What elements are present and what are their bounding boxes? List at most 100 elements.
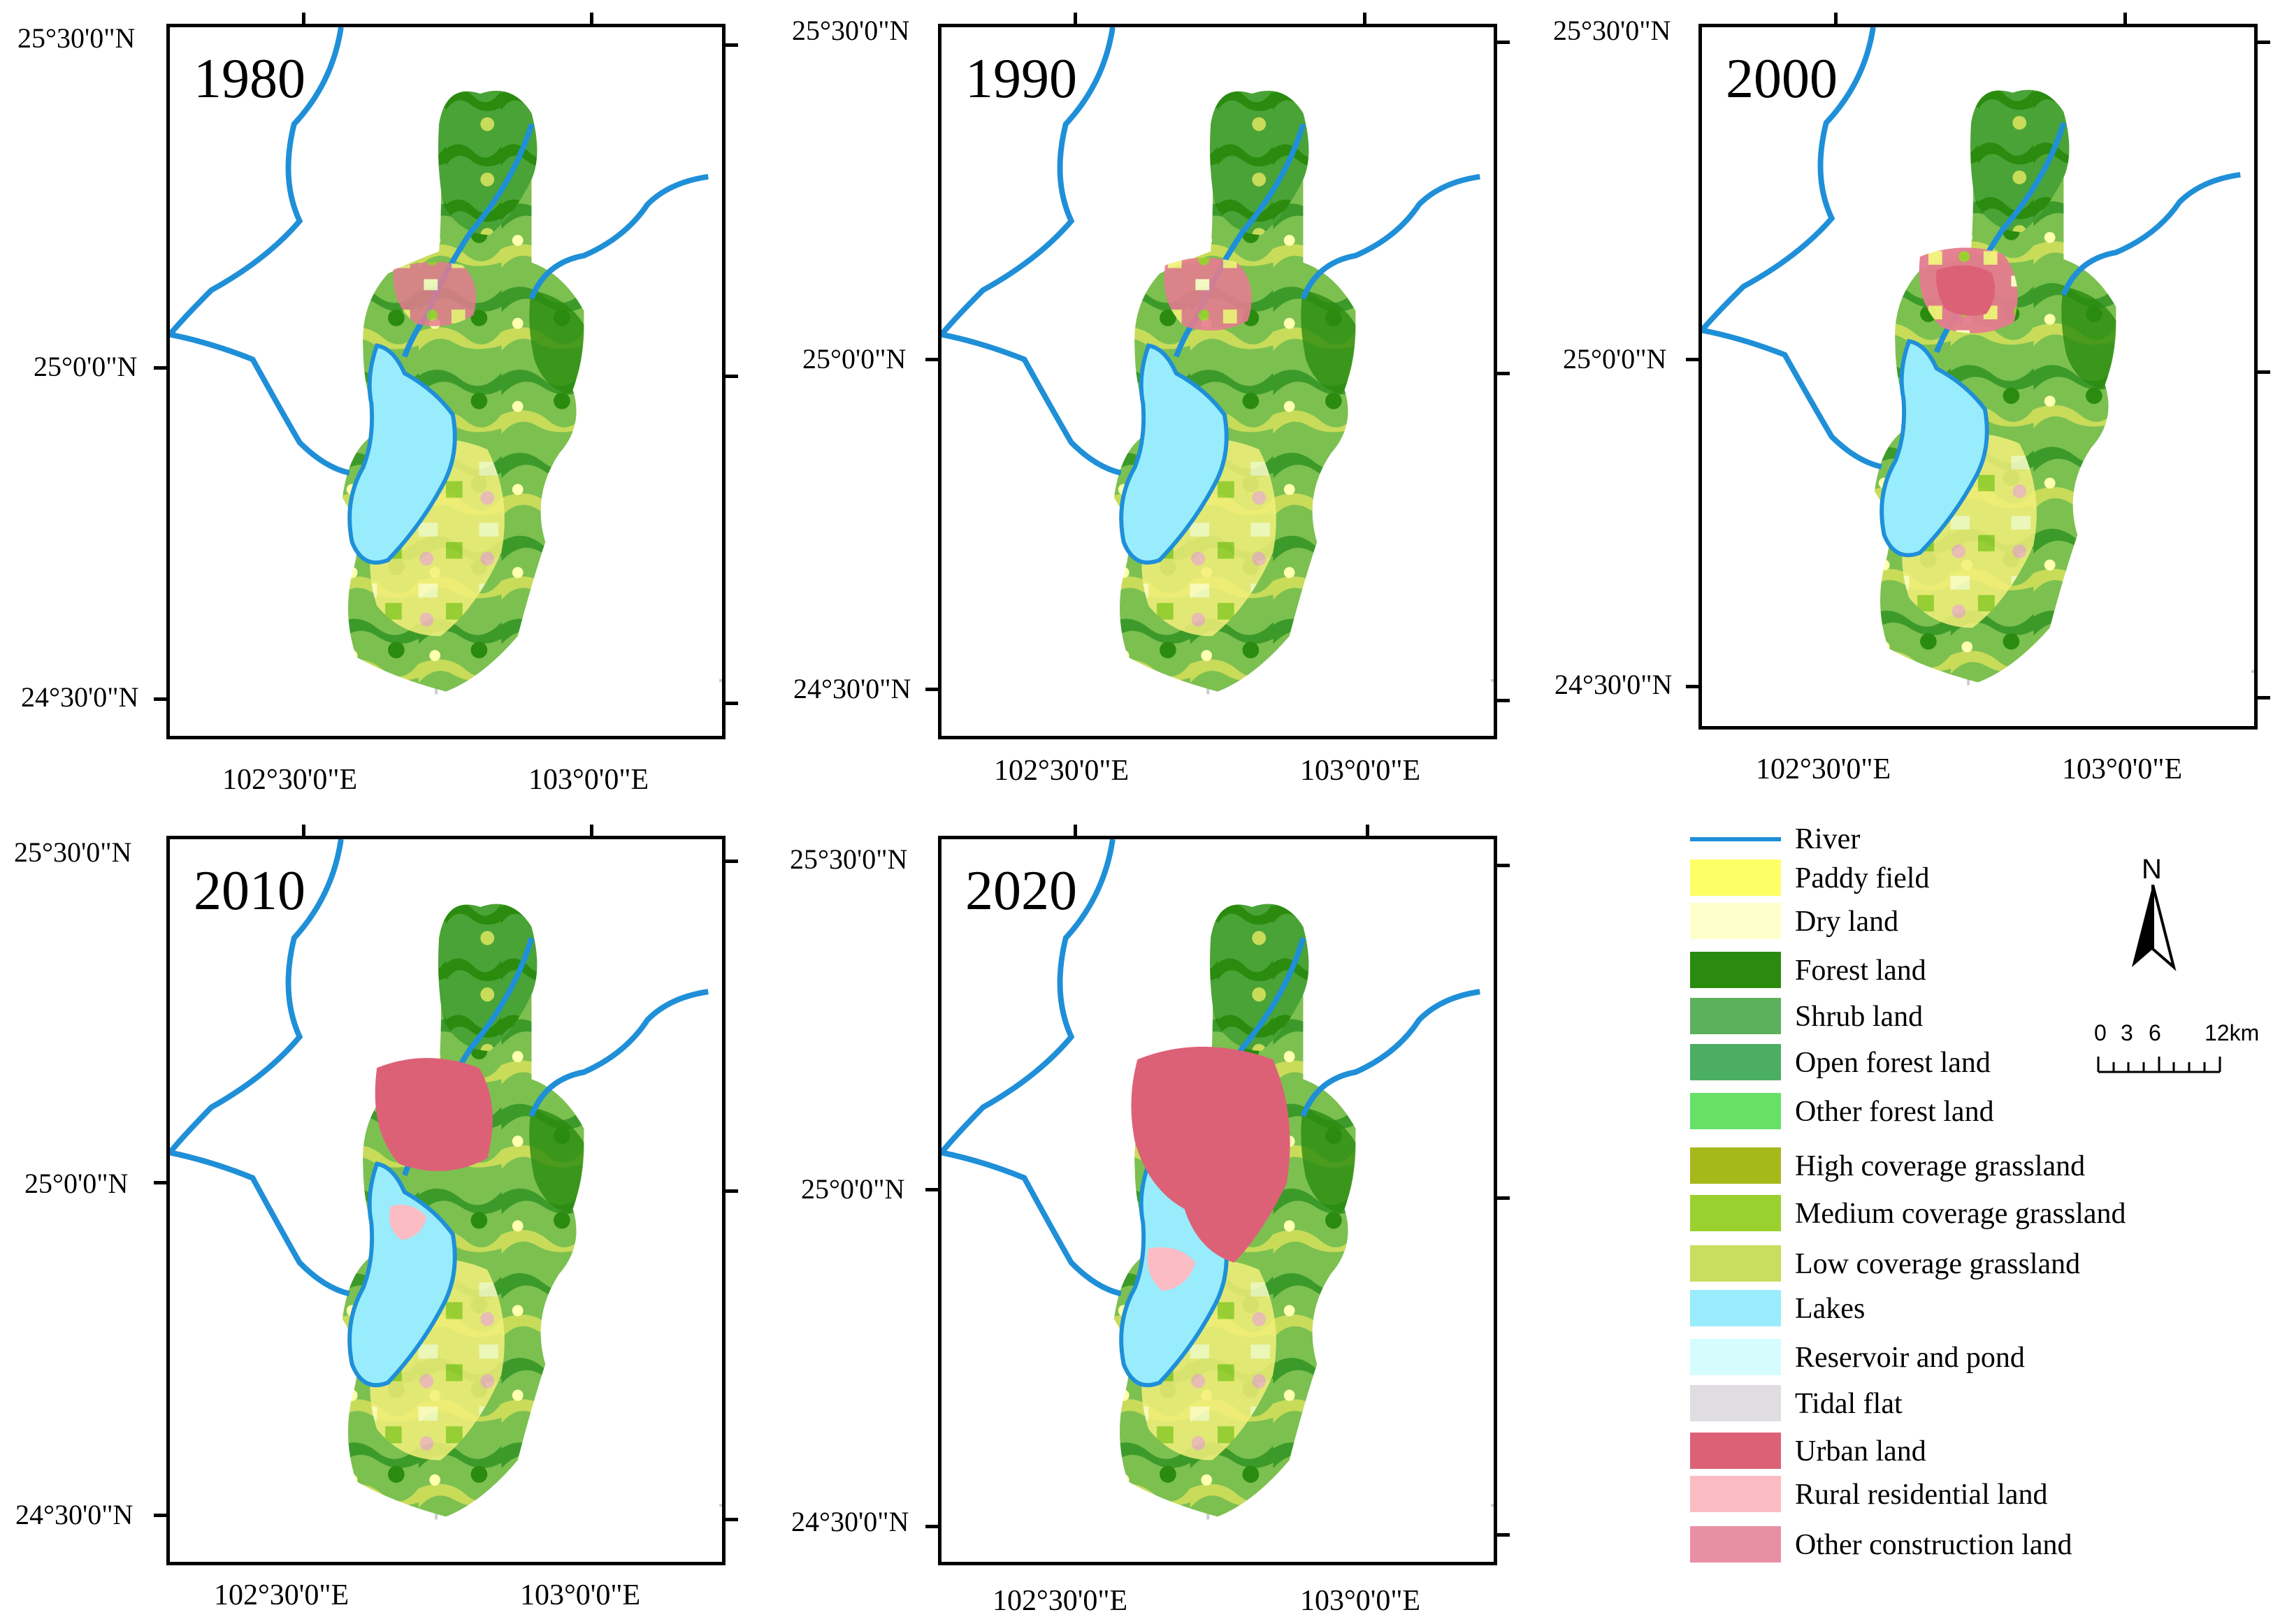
north-label: N (2142, 854, 2162, 885)
tick-mark (154, 697, 166, 701)
lat-label-top: 25°30'0"N (792, 15, 910, 46)
tick-mark (1497, 1533, 1510, 1537)
tick-mark (925, 688, 938, 691)
panel-year-label: 1980 (194, 48, 305, 110)
lat-label-mid: 25°0'0"N (801, 1173, 905, 1205)
color-swatch (1690, 1147, 1781, 1184)
lat-label-mid: 25°0'0"N (34, 351, 138, 382)
legend-label: Shrub land (1795, 1001, 1924, 1033)
legend-item-rural-residential-land: Rural residential land (1690, 1476, 2221, 1514)
lat-label-top: 25°30'0"N (790, 843, 908, 875)
legend-item-urban-land: Urban land (1690, 1433, 2221, 1470)
tick-mark (726, 1518, 738, 1521)
legend-label: Medium coverage grassland (1795, 1198, 2126, 1230)
color-swatch (1690, 1290, 1781, 1326)
tick-mark (925, 1188, 938, 1191)
map-panel-2010: 2010 (166, 836, 726, 1565)
tick-mark (1686, 358, 1698, 361)
legend-label: Dry land (1795, 906, 1899, 938)
tick-mark (1834, 13, 1838, 24)
legend-item-reservoir-and-pond: Reservoir and pond (1690, 1339, 2221, 1377)
legend-item-medium-coverage-grassland: Medium coverage grassland (1690, 1195, 2221, 1233)
land-use-map-2000 (1702, 27, 2254, 726)
legend-label: Open forest land (1795, 1047, 1991, 1079)
lat-label-mid: 25°0'0"N (1563, 343, 1667, 375)
legend-item-other-construction-land: Other construction land (1690, 1526, 2221, 1564)
legend-item-high-coverage-grassland: High coverage grassland (1690, 1147, 2221, 1185)
lat-label-bottom: 24°30'0"N (791, 1506, 909, 1537)
tick-mark (1497, 1196, 1510, 1200)
color-swatch (1690, 860, 1781, 896)
lat-label-bottom: 24°30'0"N (21, 681, 139, 713)
tick-mark (1497, 699, 1510, 702)
lat-label-mid: 25°0'0"N (24, 1168, 129, 1199)
legend-item-shrub-land: Shrub land (1690, 998, 2221, 1036)
color-swatch (1690, 952, 1781, 988)
legend-label: Rural residential land (1795, 1479, 2048, 1511)
legend-item-dry-land: Dry land (1690, 903, 2221, 941)
color-swatch (1690, 998, 1781, 1034)
legend-label: Low coverage grassland (1795, 1248, 2081, 1280)
tick-mark (726, 702, 738, 705)
legend-item-open-forest-land: Open forest land (1690, 1044, 2221, 1082)
tick-mark (1366, 825, 1369, 836)
legend-label: Forest land (1795, 955, 1926, 987)
tick-mark (2258, 41, 2270, 44)
land-use-map-2010 (170, 839, 722, 1562)
tick-mark (302, 13, 305, 24)
lon-label-right: 103°0'0"E (2062, 753, 2183, 785)
color-swatch (1690, 1093, 1781, 1129)
scale-label-0: 0 (2094, 1020, 2107, 1045)
color-swatch (1690, 1245, 1781, 1282)
legend-label: High coverage grassland (1795, 1150, 2086, 1182)
lon-label-left: 102°30'0"E (222, 764, 358, 796)
legend-label: Urban land (1795, 1435, 1926, 1467)
lon-label-left: 102°30'0"E (214, 1579, 349, 1611)
legend-label: Tidal flat (1795, 1388, 1903, 1420)
legend-item-low-coverage-grassland: Low coverage grassland (1690, 1245, 2221, 1283)
tick-mark (1497, 41, 1510, 44)
legend-item-river: River (1690, 820, 2221, 858)
tick-mark (302, 825, 305, 836)
river-line-swatch (1690, 837, 1781, 841)
color-swatch (1690, 1339, 1781, 1375)
color-swatch (1690, 1433, 1781, 1469)
lon-label-right: 103°0'0"E (1300, 755, 1421, 787)
tick-mark (2258, 696, 2270, 699)
lon-label-left: 102°30'0"E (1756, 753, 1891, 785)
color-swatch (1690, 1195, 1781, 1231)
legend-item-forest-land: Forest land (1690, 952, 2221, 989)
panel-year-label: 2010 (194, 860, 305, 922)
panel-year-label: 1990 (965, 48, 1077, 110)
legend-label: Lakes (1795, 1293, 1866, 1325)
lat-label-bottom: 24°30'0"N (15, 1499, 134, 1530)
legend-item-tidal-flat: Tidal flat (1690, 1385, 2221, 1423)
map-panel-1980: 1980 (166, 24, 726, 739)
tick-mark (154, 366, 166, 370)
lat-label-top: 25°30'0"N (17, 22, 136, 54)
panel-year-label: 2020 (965, 860, 1077, 922)
scale-label-6: 6 (2149, 1020, 2161, 1045)
color-swatch (1690, 903, 1781, 939)
legend-item-lakes: Lakes (1690, 1290, 2221, 1328)
tick-mark (726, 43, 738, 47)
tick-mark (1497, 372, 1510, 375)
lon-label-right: 103°0'0"E (1300, 1585, 1421, 1617)
color-swatch (1690, 1044, 1781, 1080)
tick-mark (2258, 370, 2270, 374)
tick-mark (726, 1189, 738, 1193)
tick-mark (1686, 685, 1698, 688)
tick-mark (2123, 13, 2127, 24)
scale-bar: 0 3 6 12km (2094, 1020, 2259, 1083)
scale-label-12km: 12km (2205, 1020, 2260, 1045)
tick-mark (1074, 825, 1077, 836)
legend-label: Other construction land (1795, 1529, 2072, 1561)
legend-label: River (1795, 823, 1861, 855)
legend-label: Other forest land (1795, 1096, 1994, 1128)
map-panel-2000: 2000 (1698, 24, 2258, 730)
land-use-map-1990 (941, 27, 1494, 736)
tick-mark (590, 825, 593, 836)
north-arrow-icon (2132, 885, 2177, 971)
lat-label-bottom: 24°30'0"N (1554, 669, 1673, 700)
north-arrow: N (2118, 854, 2188, 973)
